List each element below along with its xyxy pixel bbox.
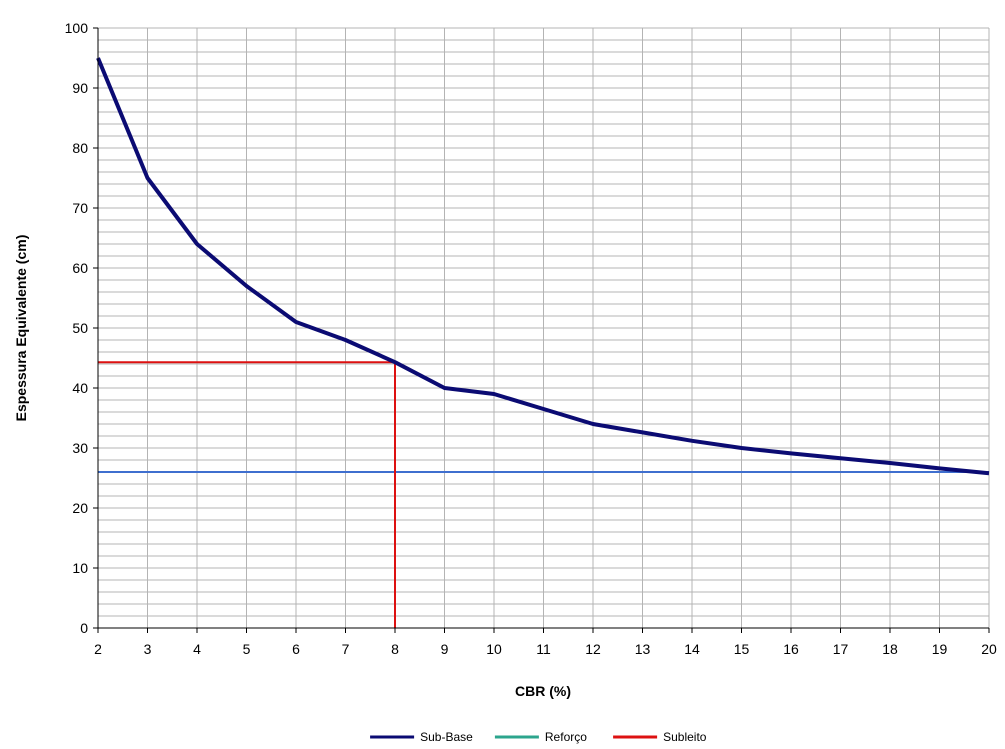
x-tick-label: 13	[635, 641, 651, 657]
axes	[93, 27, 990, 633]
y-tick-label: 80	[72, 140, 88, 156]
y-tick-label: 50	[72, 320, 88, 336]
y-tick-labels: 0 10 20 30 40 50 60 70 80 90 100	[65, 20, 89, 636]
x-axis-title: CBR (%)	[515, 683, 571, 699]
x-tick-label: 20	[981, 641, 997, 657]
y-tick-label: 30	[72, 440, 88, 456]
y-tick-label: 100	[65, 20, 89, 36]
legend-item-refor-o: Reforço	[494, 730, 587, 744]
x-tick-label: 10	[486, 641, 502, 657]
legend-label: Reforço	[545, 730, 587, 744]
x-tick-label: 15	[734, 641, 750, 657]
x-tick-label: 18	[882, 641, 898, 657]
x-tick-label: 4	[193, 641, 201, 657]
y-axis-title: Espessura Equivalente (cm)	[13, 235, 29, 422]
legend-label: Subleito	[663, 730, 707, 744]
x-tick-label: 7	[342, 641, 350, 657]
y-tick-label: 70	[72, 200, 88, 216]
x-tick-label: 19	[932, 641, 948, 657]
series-line-sub-base	[96, 57, 990, 476]
y-tick-label: 60	[72, 260, 88, 276]
y-tick-label: 0	[80, 620, 88, 636]
x-tick-label: 16	[783, 641, 799, 657]
x-tick-label: 5	[243, 641, 251, 657]
series-group	[96, 57, 990, 628]
grid	[97, 27, 990, 629]
x-tick-label: 3	[144, 641, 152, 657]
legend: Sub-Base Reforço Subleito	[370, 730, 707, 744]
x-tick-label: 6	[292, 641, 300, 657]
legend-label: Sub-Base	[420, 730, 473, 744]
x-tick-label: 9	[441, 641, 449, 657]
y-tick-label: 20	[72, 500, 88, 516]
legend-item-sub-base: Sub-Base	[370, 730, 473, 744]
x-tick-label: 11	[536, 641, 551, 657]
x-tick-label: 2	[94, 641, 102, 657]
y-tick-label: 40	[72, 380, 88, 396]
x-tick-labels: 2 3 4 5 6 7 8 9 10 11 12 13 14 15 16 17 18 19 20	[94, 641, 997, 657]
legend-item-subleito: Subleito	[613, 730, 707, 744]
x-tick-label: 17	[833, 641, 849, 657]
x-tick-label: 14	[684, 641, 700, 657]
x-tick-label: 12	[585, 641, 601, 657]
y-tick-label: 10	[72, 560, 88, 576]
x-tick-label: 8	[391, 641, 399, 657]
y-tick-label: 90	[72, 80, 88, 96]
